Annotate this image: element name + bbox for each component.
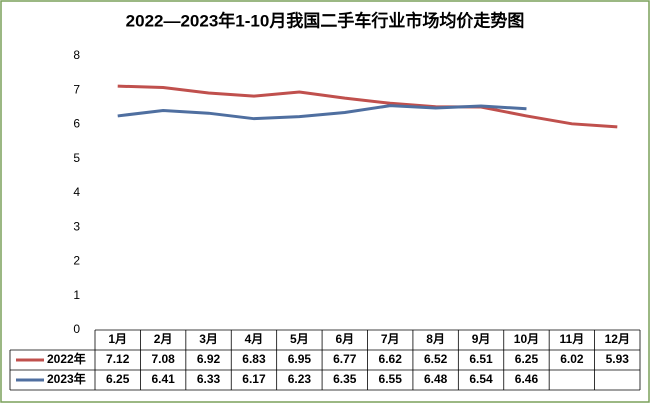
table-value: 7.12 bbox=[106, 352, 130, 366]
x-tick-label: 11月 bbox=[560, 332, 585, 346]
table-value: 6.62 bbox=[379, 352, 403, 366]
y-tick-label: 3 bbox=[73, 219, 80, 233]
x-tick-label: 9月 bbox=[472, 332, 491, 346]
table-value: 6.41 bbox=[151, 372, 175, 386]
series-line bbox=[117, 84, 618, 129]
table-value: 6.52 bbox=[424, 352, 448, 366]
table-value: 6.54 bbox=[469, 372, 493, 386]
table-value: 7.08 bbox=[151, 352, 175, 366]
x-tick-label: 10月 bbox=[514, 332, 539, 346]
x-tick-label: 4月 bbox=[245, 332, 264, 346]
x-tick-label: 3月 bbox=[199, 332, 218, 346]
x-tick-label: 6月 bbox=[335, 332, 354, 346]
y-tick-label: 1 bbox=[73, 288, 80, 302]
table-value: 6.35 bbox=[333, 372, 357, 386]
table-value: 6.17 bbox=[242, 372, 266, 386]
y-tick-label: 7 bbox=[73, 82, 80, 96]
table-value: 6.83 bbox=[242, 352, 266, 366]
y-tick-label: 5 bbox=[73, 151, 80, 165]
table-value: 6.25 bbox=[515, 352, 539, 366]
table-value: 6.02 bbox=[560, 352, 584, 366]
x-tick-label: 5月 bbox=[290, 332, 309, 346]
table-value: 6.46 bbox=[515, 372, 539, 386]
series-line bbox=[117, 104, 527, 121]
table-value: 5.93 bbox=[606, 352, 630, 366]
x-tick-label: 12月 bbox=[605, 332, 630, 346]
table-value: 6.55 bbox=[379, 372, 403, 386]
table-value: 6.48 bbox=[424, 372, 448, 386]
x-tick-label: 7月 bbox=[381, 332, 400, 346]
legend-label: 2022年 bbox=[47, 351, 86, 366]
y-tick-label: 8 bbox=[73, 48, 80, 62]
table-value: 6.25 bbox=[106, 372, 130, 386]
y-tick-label: 4 bbox=[73, 185, 80, 199]
table-value: 6.92 bbox=[197, 352, 221, 366]
chart-title: 2022—2023年1-10月我国二手车行业市场均价走势图 bbox=[126, 10, 525, 30]
table-value: 6.77 bbox=[333, 352, 357, 366]
y-tick-label: 2 bbox=[73, 254, 80, 268]
y-tick-label: 6 bbox=[73, 117, 80, 131]
legend-label: 2023年 bbox=[47, 371, 86, 386]
table-value: 6.33 bbox=[197, 372, 221, 386]
y-tick-label: 0 bbox=[73, 322, 80, 336]
table-value: 6.51 bbox=[469, 352, 493, 366]
table-value: 6.23 bbox=[288, 372, 312, 386]
table-value: 6.95 bbox=[288, 352, 312, 366]
x-tick-label: 8月 bbox=[426, 332, 445, 346]
x-tick-label: 2月 bbox=[154, 332, 173, 346]
x-tick-label: 1月 bbox=[108, 332, 127, 346]
